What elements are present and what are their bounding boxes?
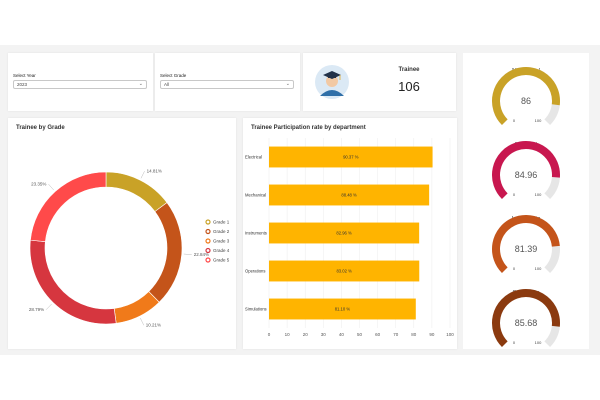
y-category-label: Electrical	[245, 155, 262, 160]
gauge-min-label: 0	[513, 118, 516, 123]
gauge-value-arc	[492, 289, 560, 348]
x-tick-label: 10	[285, 332, 291, 337]
bar-data-label: 90.37 %	[343, 155, 359, 160]
data-label-leader	[48, 183, 54, 191]
x-tick-label: 60	[375, 332, 381, 337]
gauge-max-label: 100	[535, 118, 542, 123]
legend-marker	[205, 238, 211, 244]
y-category-label: Mechanical	[245, 193, 266, 198]
bar-chart-title: Trainee Participation rate by department	[251, 125, 366, 131]
gauge-value: 84.96	[515, 170, 538, 180]
data-label-leader	[183, 253, 192, 255]
donut-data-label: 10.21%	[146, 323, 161, 328]
kpi-value: 106	[398, 79, 420, 94]
legend-marker	[205, 247, 211, 254]
year-slicer-label: Select Year	[13, 73, 36, 78]
legend-item: Grade 4	[213, 248, 230, 253]
donut-chart-card: Trainee by Grade 14.81% 22.84% 10.21% 28.79…	[8, 118, 236, 349]
bar-data-label: 88.48 %	[341, 193, 357, 198]
gauge-value: 81.39	[515, 244, 538, 254]
donut-slice	[105, 171, 168, 212]
bar-data-label: 82.96 %	[336, 231, 352, 236]
bar	[269, 222, 420, 244]
kpi-label: Trainee	[398, 67, 420, 73]
chevron-down-icon[interactable]: ⌄	[285, 81, 290, 87]
x-tick-label: 20	[303, 332, 309, 337]
legend-marker	[205, 257, 211, 263]
y-category-label: Operations	[245, 269, 265, 274]
x-tick-label: 70	[393, 332, 399, 337]
bar	[269, 298, 416, 320]
legend-item: Grade 2	[213, 229, 230, 234]
donut-slice	[113, 291, 160, 324]
x-tick-label: 40	[339, 332, 345, 337]
x-tick-label: 90	[429, 332, 435, 337]
year-select[interactable]: 2023 ⌄	[13, 80, 147, 89]
y-category-label: Simulations	[245, 307, 267, 312]
trainee-kpi-card: Trainee 106	[303, 53, 456, 111]
legend-marker	[205, 228, 211, 235]
donut-chart: 14.81% 22.84% 10.21% 28.79% 23.35% Grade 1 Gra…	[29, 169, 230, 328]
gauge-min-label: 0	[513, 340, 516, 345]
x-tick-label: 30	[321, 332, 327, 337]
gauges-panel: Mechanical 86 0 100 Electrical 84.96 0 100 Instr…	[463, 53, 589, 349]
donut-data-label: 23.35%	[31, 182, 46, 187]
gauge-max-label: 100	[535, 340, 542, 345]
bar-chart: 0 10 20 30 40 50 60 70 80 90 100 Electrical 90.37 % M…	[245, 138, 454, 337]
gauge-value: 86	[521, 96, 531, 106]
grade-select-value: All	[164, 82, 170, 87]
grade-slicer-card: Select Grade All ⌄	[155, 53, 300, 111]
grade-select[interactable]: All ⌄	[160, 80, 294, 89]
donut-slice	[30, 171, 107, 243]
gauge-min-label: 0	[513, 192, 516, 197]
gauge-max-label: 100	[535, 266, 542, 271]
donut-data-label: 22.84%	[194, 252, 209, 257]
chevron-down-icon[interactable]: ⌄	[138, 81, 143, 87]
gauge-value: 85.68	[515, 318, 538, 328]
donut-chart-title: Trainee by Grade	[16, 125, 65, 131]
x-tick-label: 0	[268, 332, 271, 337]
year-slicer-card: Select Year 2023 ⌄	[8, 53, 153, 111]
gauge-value-arc	[492, 67, 560, 126]
data-label-leader	[140, 171, 145, 179]
gauge-min-label: 0	[513, 266, 516, 271]
bar	[269, 260, 420, 282]
x-tick-label: 80	[411, 332, 417, 337]
bar	[269, 146, 433, 168]
y-category-label: Instruments	[245, 231, 267, 236]
grade-slicer-label: Select Grade	[160, 73, 187, 78]
bar	[269, 184, 430, 206]
bar-data-label: 83.02 %	[336, 269, 352, 274]
donut-data-label: 14.81%	[147, 169, 162, 174]
gauge-value-arc	[492, 215, 560, 274]
data-label-leader	[45, 303, 52, 310]
legend-item: Grade 3	[213, 239, 230, 244]
bar-data-label: 81.10 %	[335, 307, 351, 312]
data-label-leader	[140, 317, 144, 326]
donut-data-label: 28.79%	[29, 307, 44, 312]
x-tick-label: 50	[357, 332, 363, 337]
legend-marker	[205, 219, 211, 225]
legend-item: Grade 5	[213, 258, 230, 263]
year-select-value: 2023	[17, 82, 28, 87]
legend-item: Grade 1	[213, 220, 230, 225]
donut-slice	[148, 202, 183, 303]
bar-chart-card: Trainee Participation rate by department…	[243, 118, 457, 349]
x-tick-label: 100	[446, 332, 454, 337]
gauge-value-arc	[492, 141, 560, 200]
graduate-avatar-icon	[315, 65, 349, 99]
gauge-max-label: 100	[535, 192, 542, 197]
